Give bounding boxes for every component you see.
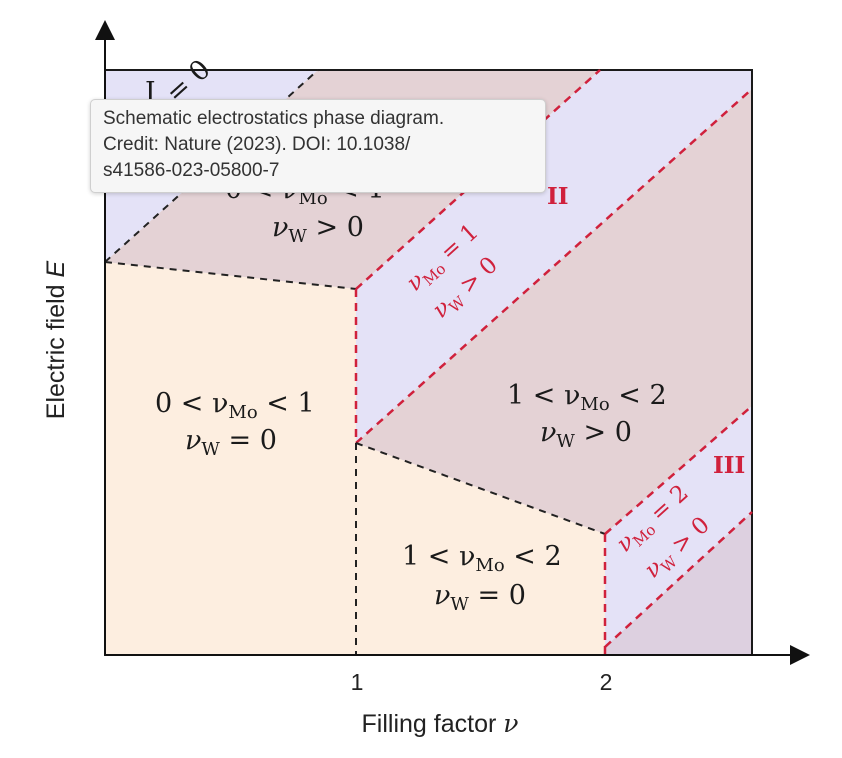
band-iii-roman-label: III bbox=[713, 452, 745, 479]
region-bottom-line1: 1 < νMo < 2 bbox=[402, 541, 562, 576]
region-left-line1: 0 < νMo < 1 bbox=[155, 388, 315, 423]
image-caption-tooltip: Schematic electrostatics phase diagram. … bbox=[90, 99, 546, 193]
region-top-line2: νW > 0 bbox=[272, 212, 364, 247]
region-left-line2: νW = 0 bbox=[185, 425, 277, 460]
y-axis-title: Electric field E bbox=[42, 260, 70, 419]
tooltip-line-2: Credit: Nature (2023). DOI: 10.1038/ bbox=[103, 134, 411, 155]
band-ii-roman-label: II bbox=[547, 183, 569, 210]
black-boundary-lower-kink bbox=[355, 442, 606, 535]
region-lavender-band-iii bbox=[605, 406, 752, 647]
region-right-line1: 1 < νMo < 2 bbox=[507, 380, 667, 415]
red-boundary-band-iii-lower bbox=[604, 511, 753, 648]
x-axis-title: Filling factor ν bbox=[362, 709, 519, 738]
tooltip-line-3: s41586-023-05800-7 bbox=[103, 160, 280, 181]
red-boundary-band-iii-upper bbox=[604, 405, 753, 535]
x-tick-label-1: 1 bbox=[351, 669, 364, 695]
red-boundary-band-ii-lower bbox=[355, 88, 753, 444]
region-peach-left bbox=[105, 262, 356, 655]
red-boundary-band-ii-upper bbox=[355, 69, 601, 290]
region-peach-bottom bbox=[356, 443, 605, 655]
region-i-roman-label: I bbox=[145, 77, 156, 108]
black-boundary-upper-kink bbox=[104, 261, 357, 290]
region-mauve-middle bbox=[356, 89, 752, 534]
region-mauve-bottom-right bbox=[605, 512, 752, 655]
region-right-line2: νW > 0 bbox=[540, 417, 632, 452]
x-tick-label-2: 2 bbox=[600, 669, 613, 695]
region-bottom-line2: νW = 0 bbox=[434, 580, 526, 615]
region-lavender-band-ii bbox=[356, 70, 752, 443]
tooltip-line-1: Schematic electrostatics phase diagram. bbox=[103, 108, 445, 129]
